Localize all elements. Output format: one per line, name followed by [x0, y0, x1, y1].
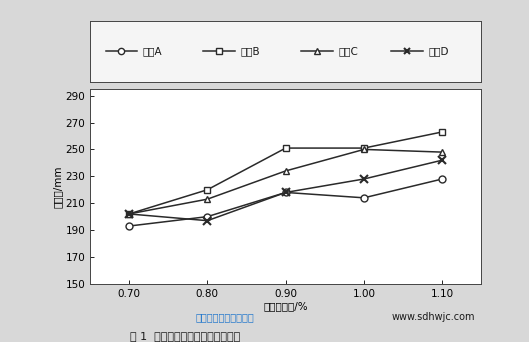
Text: 华伟銀凯混凝土外加剂: 华伟銀凯混凝土外加剂 [196, 312, 254, 322]
Text: 聚酸B: 聚酸B [241, 46, 260, 56]
Text: 聚酸D: 聚酸D [428, 46, 449, 56]
Text: www.sdhwjc.com: www.sdhwjc.com [391, 312, 475, 322]
Y-axis label: 流动度/mm: 流动度/mm [52, 165, 62, 208]
Text: 聚酸A: 聚酸A [143, 46, 162, 56]
Text: 图 1  聚缧酸与水泥净浆流动度试验: 图 1 聚缧酸与水泥净浆流动度试验 [130, 331, 240, 341]
X-axis label: 外加剂掺量/%: 外加剂掺量/% [263, 302, 308, 312]
Text: 聚酸C: 聚酸C [339, 46, 358, 56]
